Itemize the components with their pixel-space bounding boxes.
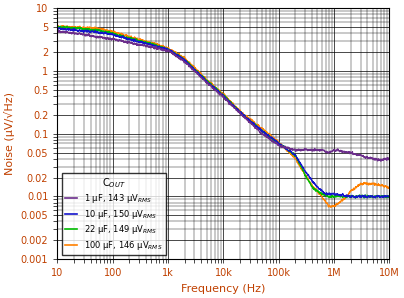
Legend: 1 μF, 143 μV$_{RMS}$, 10 μF, 150 μV$_{RMS}$, 22 μF, 149 μV$_{RMS}$, 100 μF, 146 : 1 μF, 143 μV$_{RMS}$, 10 μF, 150 μV$_{RM… xyxy=(61,173,166,255)
Y-axis label: Noise (μV/√Hz): Noise (μV/√Hz) xyxy=(4,92,15,175)
X-axis label: Frequency (Hz): Frequency (Hz) xyxy=(181,284,265,294)
